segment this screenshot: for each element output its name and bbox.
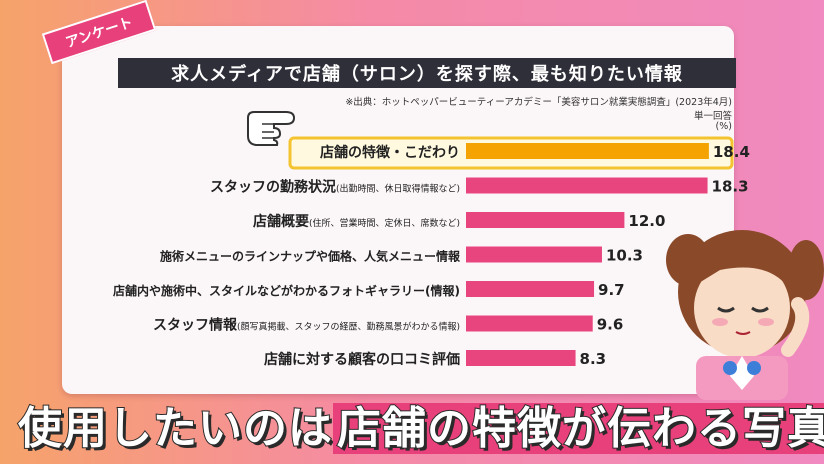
category-label-0: 店舗の特徴・こだわり bbox=[320, 144, 460, 161]
category-label-5: スタッフ情報(顔写真掲載、スタッフの経歴、勤務風景がわかる情報) bbox=[153, 317, 460, 334]
bar-1 bbox=[466, 177, 708, 194]
character-illustration bbox=[666, 230, 824, 400]
source-note: ※出典：ホットペッパービューティーアカデミー「美容サロン就業実態調査」(2023… bbox=[345, 97, 732, 108]
caption-part1: 使用したいのは bbox=[17, 402, 333, 455]
bar-4 bbox=[466, 281, 595, 297]
answer-type-note: 単一回答 bbox=[693, 111, 732, 122]
caption-part2: 店舗の特徴が伝わる写真 bbox=[333, 402, 824, 455]
category-label-6: 店舗に対する顧客の口コミ評価 bbox=[264, 351, 460, 368]
value-label-6: 8.3 bbox=[580, 350, 607, 368]
bottom-caption: 使用したいのは店舗の特徴が伝わる写真 bbox=[17, 392, 824, 456]
value-label-4: 9.7 bbox=[598, 281, 625, 299]
value-label-5: 9.6 bbox=[597, 316, 624, 334]
bar-0 bbox=[466, 143, 709, 159]
category-label-2: 店舗概要(住所、営業時間、定休日、席数など) bbox=[253, 213, 460, 230]
value-label-3: 10.3 bbox=[606, 247, 643, 265]
bar-6 bbox=[466, 350, 576, 366]
category-label-4: 店舗内や施術中、スタイルなどがわかるフォトギャラリー(情報) bbox=[113, 283, 460, 298]
category-label-1: スタッフの勤務状況(出勤時間、休日取得情報など) bbox=[210, 179, 460, 196]
bar-2 bbox=[466, 212, 625, 228]
chart-title: 求人メディアで店舗（サロン）を探す際、最も知りたい情報 bbox=[118, 58, 736, 88]
value-label-1: 18.3 bbox=[712, 178, 749, 196]
unit-note: (%) bbox=[715, 121, 732, 132]
value-label-0: 18.4 bbox=[713, 143, 750, 161]
category-label-3: 施術メニューのラインナップや価格、人気メニュー情報 bbox=[160, 249, 461, 264]
value-label-2: 12.0 bbox=[628, 212, 665, 230]
bar-5 bbox=[466, 315, 593, 332]
bar-3 bbox=[466, 246, 602, 263]
pointing-hand-icon bbox=[247, 111, 296, 146]
